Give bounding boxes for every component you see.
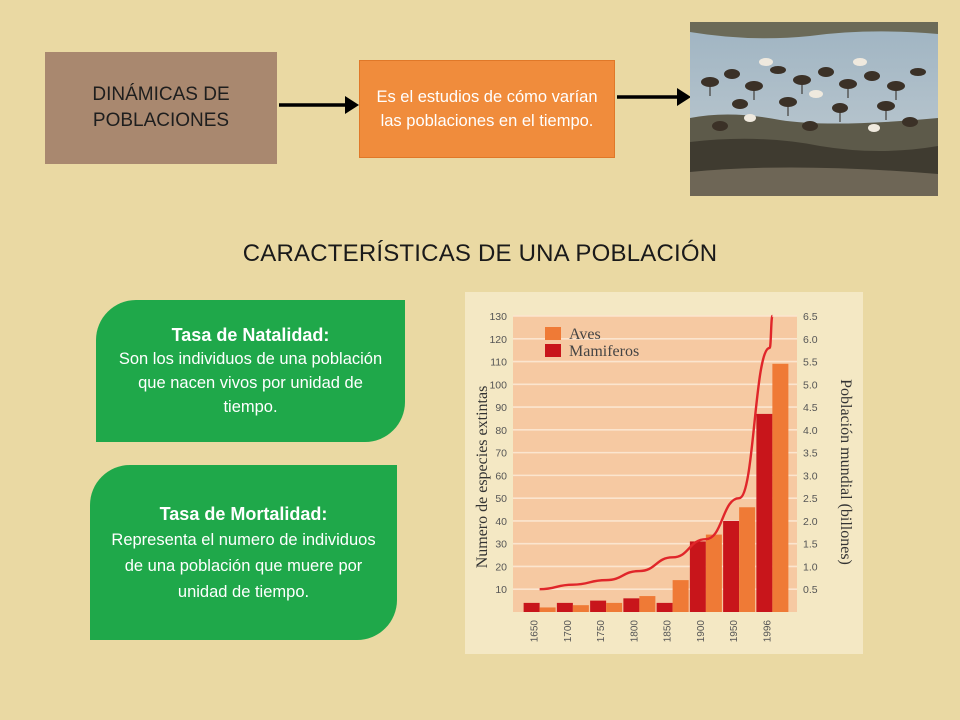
bar-aves bbox=[606, 602, 623, 612]
extinction-chart: 10 20 30 40 50 60 70 80 90 100 110 120 130 0.5 1.0 1.5 2… bbox=[465, 292, 863, 654]
y-tick-label: 70 bbox=[495, 448, 507, 460]
x-tick-label: 1800 bbox=[629, 620, 640, 643]
bar-mamiferos bbox=[656, 602, 673, 612]
bar-mamiferos bbox=[556, 602, 573, 612]
y-tick-label: 130 bbox=[489, 311, 507, 323]
y2-tick-label: 3.0 bbox=[803, 470, 818, 482]
y2-tick-label: 5.0 bbox=[803, 379, 818, 391]
bar-aves bbox=[772, 363, 789, 612]
x-tick-label: 1996 bbox=[762, 620, 773, 643]
y2-axis-label: Población mundial (billones) bbox=[837, 379, 854, 565]
y-tick-label: 110 bbox=[490, 357, 507, 369]
y2-tick-label: 5.5 bbox=[803, 357, 818, 369]
bar-aves bbox=[572, 605, 589, 612]
y-axis-label: Numero de especies extintas bbox=[474, 386, 491, 569]
topic-box: DINÁMICAS DE POBLACIONES bbox=[45, 52, 277, 164]
y2-tick-label: 0.5 bbox=[803, 584, 818, 596]
chart-svg: 10 20 30 40 50 60 70 80 90 100 110 120 130 0.5 1.0 1.5 2… bbox=[465, 292, 863, 654]
natalidad-title: Tasa de Natalidad: bbox=[171, 325, 330, 345]
definition-box: Es el estudios de cómo varían las poblac… bbox=[359, 60, 615, 158]
bar-mamiferos bbox=[723, 520, 740, 612]
y-tick-label: 50 bbox=[495, 493, 507, 505]
bar-mamiferos bbox=[590, 600, 607, 612]
y-tick-label: 40 bbox=[495, 516, 507, 528]
legend-label-aves: Aves bbox=[569, 326, 601, 343]
population-line bbox=[539, 314, 774, 591]
legend-label-mamiferos: Mamiferos bbox=[569, 343, 639, 360]
y2-tick-label: 2.5 bbox=[803, 493, 818, 505]
topic-text: DINÁMICAS DE POBLACIONES bbox=[92, 84, 230, 131]
y2-tick-label: 6.0 bbox=[803, 334, 818, 346]
y2-tick-label: 3.5 bbox=[803, 448, 818, 460]
bar-aves bbox=[705, 534, 722, 612]
y-tick-label: 10 bbox=[495, 584, 507, 596]
legend-swatch-mamiferos bbox=[545, 344, 561, 357]
y2-tick-label: 4.5 bbox=[803, 402, 818, 414]
shorebirds-photo bbox=[690, 22, 938, 196]
x-tick-label: 1700 bbox=[563, 620, 574, 643]
y-tick-label: 90 bbox=[495, 402, 507, 414]
section-heading: CARACTERÍSTICAS DE UNA POBLACIÓN bbox=[242, 240, 718, 267]
y-tick-label: 60 bbox=[495, 470, 507, 482]
x-tick-label: 1650 bbox=[530, 620, 541, 643]
bar-aves bbox=[639, 596, 656, 612]
arrow-2 bbox=[617, 88, 691, 106]
bar-mamiferos bbox=[756, 413, 773, 612]
bar-aves bbox=[739, 507, 756, 612]
definition-text: Es el estudios de cómo varían las poblac… bbox=[376, 88, 598, 130]
bar-mamiferos bbox=[623, 598, 640, 612]
y-tick-label: 100 bbox=[489, 379, 507, 391]
mortalidad-body: Representa el numero de individuos de un… bbox=[111, 530, 376, 601]
x-tick-label: 1750 bbox=[596, 620, 607, 643]
x-tick-label: 1900 bbox=[696, 620, 707, 643]
bar-mamiferos bbox=[689, 541, 706, 612]
y-tick-label: 120 bbox=[489, 334, 507, 346]
bar-aves bbox=[672, 580, 689, 612]
x-tick-label: 1950 bbox=[729, 620, 740, 643]
bar-aves bbox=[539, 607, 556, 612]
x-tick-label: 1850 bbox=[663, 620, 674, 643]
y-tick-label: 20 bbox=[495, 561, 507, 573]
mortalidad-card: Tasa de Mortalidad: Representa el numero… bbox=[90, 465, 397, 640]
mortalidad-title: Tasa de Mortalidad: bbox=[159, 503, 328, 524]
bar-mamiferos bbox=[523, 602, 540, 612]
arrow-1 bbox=[279, 96, 359, 114]
y2-tick-label: 1.5 bbox=[803, 539, 818, 551]
y-tick-label: 80 bbox=[495, 425, 507, 437]
y2-tick-label: 2.0 bbox=[803, 516, 818, 528]
y2-tick-label: 6.5 bbox=[803, 311, 818, 323]
y2-tick-label: 1.0 bbox=[803, 561, 818, 573]
legend-swatch-aves bbox=[545, 327, 561, 340]
y2-tick-label: 4.0 bbox=[803, 425, 818, 437]
natalidad-card: Tasa de Natalidad: Son los individuos de… bbox=[96, 300, 405, 442]
natalidad-body: Son los individuos de una población que … bbox=[118, 350, 383, 416]
y-tick-label: 30 bbox=[495, 539, 507, 551]
